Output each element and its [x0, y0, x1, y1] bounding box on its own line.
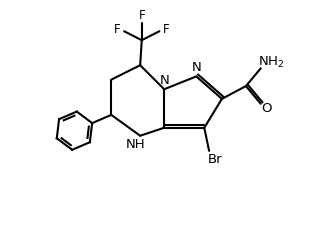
- Text: Br: Br: [208, 153, 222, 166]
- Text: N: N: [160, 74, 170, 87]
- Text: F: F: [114, 23, 120, 36]
- Text: N: N: [192, 61, 202, 74]
- Text: NH: NH: [126, 138, 145, 151]
- Text: NH$_2$: NH$_2$: [258, 55, 284, 70]
- Text: O: O: [261, 102, 272, 115]
- Text: F: F: [163, 23, 170, 36]
- Text: F: F: [138, 9, 145, 22]
